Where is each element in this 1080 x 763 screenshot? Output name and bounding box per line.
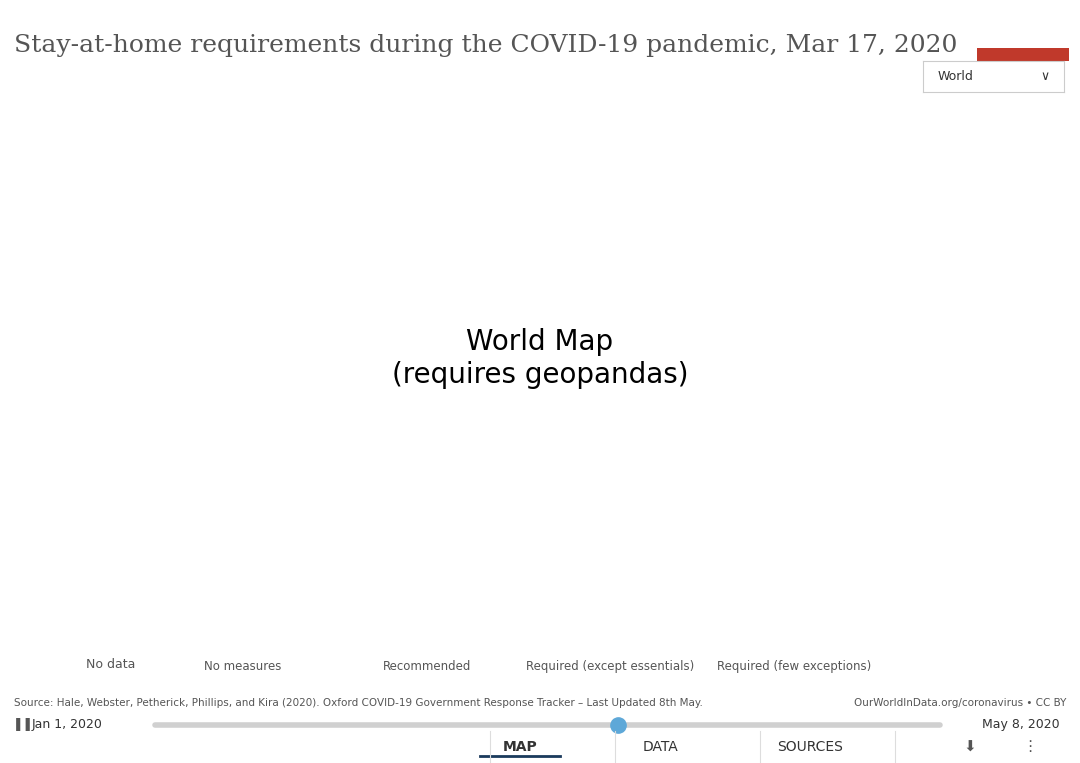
Text: May 8, 2020: May 8, 2020 — [983, 718, 1059, 731]
Text: ∨: ∨ — [1041, 69, 1050, 83]
Text: Recommended: Recommended — [382, 660, 471, 673]
Text: Source: Hale, Webster, Petherick, Phillips, and Kira (2020). Oxford COVID-19 Gov: Source: Hale, Webster, Petherick, Philli… — [14, 698, 703, 708]
Text: MAP: MAP — [502, 740, 538, 754]
Text: OurWorldInData.org/coronavirus • CC BY: OurWorldInData.org/coronavirus • CC BY — [853, 698, 1066, 708]
Bar — [977, 47, 1069, 61]
Text: Jan 1, 2020: Jan 1, 2020 — [32, 718, 103, 731]
Text: World: World — [937, 69, 973, 83]
Text: Our World
in Data: Our World in Data — [996, 15, 1051, 37]
Text: Stay-at-home requirements during the COVID-19 pandemic, Mar 17, 2020: Stay-at-home requirements during the COV… — [14, 34, 957, 57]
Text: ❚❚: ❚❚ — [13, 718, 33, 731]
Text: Required (except essentials): Required (except essentials) — [526, 660, 694, 673]
Text: World Map
(requires geopandas): World Map (requires geopandas) — [392, 328, 688, 389]
Text: Required (few exceptions): Required (few exceptions) — [717, 660, 870, 673]
Text: SOURCES: SOURCES — [778, 740, 842, 754]
Text: DATA: DATA — [643, 740, 678, 754]
Text: ⋮: ⋮ — [1023, 739, 1038, 755]
Text: No data: No data — [86, 658, 136, 671]
Text: No measures: No measures — [204, 660, 282, 673]
Text: ⬇: ⬇ — [963, 739, 976, 755]
